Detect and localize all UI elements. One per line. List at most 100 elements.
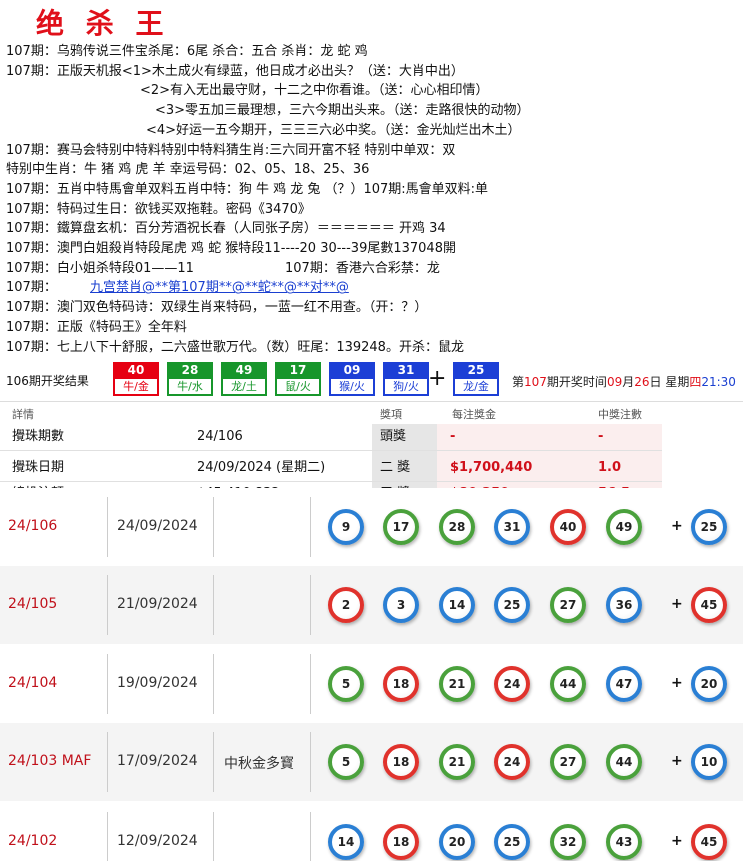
result-ball: 17 鼠/火 (275, 362, 321, 397)
ball: 25 (494, 587, 530, 623)
ball: 5 (328, 666, 364, 702)
ball-zodiac: 狗/火 (383, 379, 429, 396)
ball: 14 (439, 587, 475, 623)
plus-sign: + (671, 596, 683, 612)
ball: 47 (606, 666, 642, 702)
next-draw-part: 期开奖时间 (546, 375, 607, 389)
next-draw-part: 26 (634, 375, 650, 389)
ball-number: 25 (453, 362, 499, 379)
draw-date: 17/09/2024 (117, 753, 198, 769)
divider (213, 497, 214, 557)
ball: 10 (691, 744, 727, 780)
row-line (0, 481, 662, 482)
plus-sign: + (671, 518, 683, 534)
ball: 9 (328, 509, 364, 545)
ball: 25 (691, 509, 727, 545)
table-cell: - (450, 429, 456, 444)
ball: 44 (550, 666, 586, 702)
result-ball: 28 牛/水 (167, 362, 213, 397)
text-line: 107期：五肖中特馬會单双料五肖中特：狗 牛 鸡 龙 兔 （？）107期:馬會单… (6, 181, 489, 197)
draw-date: 21/09/2024 (117, 596, 198, 612)
ball: 45 (691, 824, 727, 860)
ball: 17 (383, 509, 419, 545)
text-line: 107期：正版天机报<1>木土成火有绿蓝，他日成才必出头？（送：大肖中出） (6, 63, 464, 79)
table-cell: - (598, 429, 604, 444)
divider (107, 654, 108, 714)
result-ball: 09 猴/火 (329, 362, 375, 397)
ball: 45 (691, 587, 727, 623)
ball: 40 (550, 509, 586, 545)
plus-sign: + (428, 366, 447, 391)
ball: 14 (328, 824, 364, 860)
text-line: 107期：乌鸦传说三件宝杀尾：6尾 杀合：五合 杀肖：龙 蛇 鸡 (6, 44, 368, 59)
ball: 44 (606, 744, 642, 780)
table-cell: $1,700,440 (450, 460, 533, 475)
table-cell: 24/09/2024 (星期二) (197, 460, 326, 475)
divider (310, 575, 311, 635)
draw-date: 19/09/2024 (117, 675, 198, 691)
ball: 2 (328, 587, 364, 623)
text-line: 107期：七上八下十舒服，二六盛世歌万代。（数）旺尾：139248。开杀：鼠龙 (6, 339, 464, 355)
result-ball: 49 龙/土 (221, 362, 267, 397)
draw-id: 24/106 (8, 518, 58, 534)
ball: 32 (550, 824, 586, 860)
divider (310, 654, 311, 714)
plus-sign: + (671, 833, 683, 849)
text-line: <2>有入无出最守财，十二之中你看谁。（送：心心相印情） (140, 83, 489, 99)
ball-zodiac: 鼠/火 (275, 379, 321, 396)
ball-number: 31 (383, 362, 429, 379)
next-draw: 第107期开奖时间09月26日 星期四21:30 (512, 373, 736, 390)
table-header: 獎項 (380, 408, 402, 421)
ball: 18 (383, 744, 419, 780)
next-draw-part: 四 (689, 375, 702, 389)
text-line: 107期：白小姐杀特段01——11 (6, 260, 194, 276)
ball-zodiac: 猴/火 (329, 379, 375, 396)
text-line: 107期：特码过生日：欲钱买双拖鞋。密码《3470》 (6, 201, 311, 217)
divider (107, 575, 108, 635)
text-line: 107期：澳门双色特码诗：双绿生肖来特码，一蓝一红不用查。（开：？） (6, 300, 428, 316)
text-line: 107期：香港六合彩禁：龙 (285, 260, 440, 276)
table-header: 詳情 (12, 408, 34, 421)
divider (107, 812, 108, 861)
ball: 18 (383, 824, 419, 860)
ball: 21 (439, 744, 475, 780)
ball-number: 40 (113, 362, 159, 379)
table-header: 中獎注數 (598, 408, 642, 421)
ball: 20 (691, 666, 727, 702)
ball: 43 (606, 824, 642, 860)
result-label: 106期开奖结果 (6, 374, 89, 388)
draw-note: 中秋金多寳 (224, 756, 294, 772)
text-line: 107期： (6, 280, 57, 296)
draw-id: 24/103 MAF (8, 753, 92, 769)
ball: 36 (606, 587, 642, 623)
ball-number: 49 (221, 362, 267, 379)
ball: 31 (494, 509, 530, 545)
link[interactable]: 九宫禁肖@**第107期**@**蛇**@**对**@ (90, 280, 349, 296)
ball-zodiac: 牛/水 (167, 379, 213, 396)
table-cell: 頭獎 (380, 429, 407, 444)
draw-date: 12/09/2024 (117, 833, 198, 849)
result-ball: 31 狗/火 (383, 362, 429, 397)
next-draw-part: 第 (512, 375, 525, 389)
text-line: 107期：澳門白姐殺肖特段尾虎 鸡 蛇 猴特段11----20 30---39尾… (6, 241, 456, 256)
table-cell: 24/106 (197, 429, 243, 444)
ball: 27 (550, 744, 586, 780)
draw-date: 24/09/2024 (117, 518, 198, 534)
next-draw-part: 09 (606, 375, 623, 389)
divider (213, 812, 214, 861)
row-line (0, 450, 662, 451)
table-cell: 攪珠期數 (12, 429, 65, 444)
text-line: 107期：鐵算盘玄机：百分芳酒祝长春（人同张子房）＝＝＝＝＝＝ 开鸡 34 (6, 221, 446, 237)
ball: 27 (550, 587, 586, 623)
next-draw-part: 日 星期 (649, 375, 690, 389)
plus-sign: + (671, 675, 683, 691)
divider (213, 654, 214, 714)
ball: 18 (383, 666, 419, 702)
draw-id: 24/104 (8, 675, 58, 691)
table-header: 每注獎金 (452, 408, 496, 421)
ball: 24 (494, 744, 530, 780)
next-draw-part: 107 (524, 375, 547, 389)
title: 绝 杀 王 (36, 7, 170, 40)
divider (107, 497, 108, 557)
